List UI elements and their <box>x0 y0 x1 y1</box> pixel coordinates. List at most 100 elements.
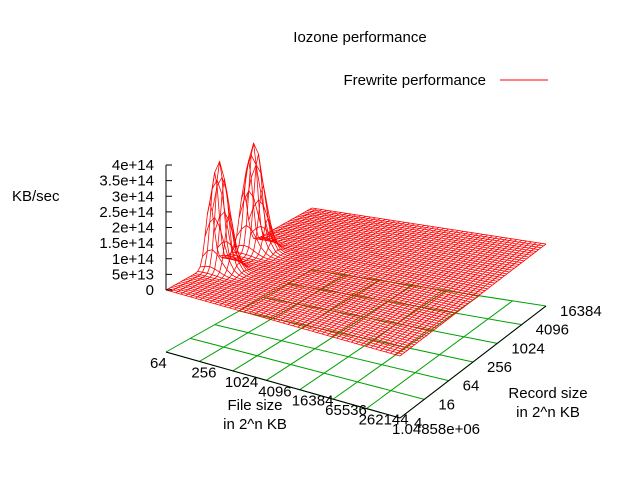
surface-line-record <box>307 210 542 249</box>
grid-line-record <box>190 337 425 400</box>
surface-line-record <box>178 282 413 348</box>
surface-line-record <box>207 178 442 325</box>
surface-line-record <box>270 230 505 277</box>
surface-line-record <box>204 216 439 327</box>
surface-line-record <box>233 244 469 305</box>
surface-line-record <box>221 257 457 314</box>
z-tick-label: 4e+14 <box>112 157 154 174</box>
surface-mesh <box>165 142 547 357</box>
surface-line-record <box>290 219 525 262</box>
z-tick-label: 2.5e+14 <box>99 204 154 221</box>
surface-line-record <box>224 256 459 312</box>
surface-line-record <box>260 236 495 284</box>
y-tick-label: 4096 <box>536 322 569 339</box>
surface-line-record <box>309 209 544 247</box>
surface-line-record <box>185 278 420 342</box>
surface-line-record <box>255 238 491 288</box>
surface-line-record <box>241 153 476 299</box>
surface-line-record <box>311 207 547 245</box>
surface-line-record <box>277 226 512 271</box>
surface-line-record <box>299 214 534 254</box>
surface-line-record <box>173 285 408 351</box>
surface-line-record <box>231 251 466 306</box>
y-tick-label: 16384 <box>560 303 602 320</box>
x-tick-label: 16384 <box>292 393 334 410</box>
y-axis-label-line1: Record size <box>508 385 587 402</box>
surface-line-record <box>182 280 418 344</box>
surface-line-record <box>297 215 532 256</box>
x-tick-label: 64 <box>150 355 167 372</box>
surface-line-record <box>287 221 522 264</box>
surface-line-record <box>168 288 403 355</box>
surface-line-record <box>211 176 447 321</box>
surface-line-record <box>273 229 508 275</box>
surface-line-record <box>200 265 435 331</box>
y-axis-label-line2: in 2^n KB <box>516 404 580 421</box>
surface-line-record <box>243 142 478 297</box>
surface-line-record <box>304 211 539 250</box>
surface-line-record <box>302 213 537 252</box>
surface-line-record <box>214 211 449 320</box>
surface-line-record <box>294 217 530 258</box>
grid-line-record <box>214 324 449 382</box>
surface-line-record <box>292 218 527 260</box>
surface-line-record <box>250 225 486 292</box>
surface-line-record <box>202 249 437 329</box>
z-tick-label: 3.5e+14 <box>99 173 154 190</box>
surface-line-record <box>165 289 401 357</box>
surface-line-record <box>268 232 503 278</box>
surface-line-record <box>190 275 425 338</box>
surface-line-record <box>180 281 415 346</box>
x-tick-label: 256 <box>191 364 216 381</box>
y-tick-label: 1024 <box>511 340 544 357</box>
z-tick-label: 1e+14 <box>112 251 154 268</box>
surface-line-record <box>197 271 432 333</box>
surface-line-record <box>258 237 493 286</box>
surface-line-record <box>248 199 483 293</box>
x-axis-label-line2: in 2^n KB <box>223 416 287 433</box>
surface-line-record <box>265 233 500 280</box>
z-tick-label: 5e+13 <box>112 266 154 283</box>
x-axis-line <box>165 351 401 419</box>
surface-line-record <box>175 284 410 349</box>
z-tick-label: 3e+14 <box>112 188 154 205</box>
x-tick-label: 1.04858e+06 <box>392 421 480 438</box>
surface-line-record <box>226 255 461 310</box>
surface-line-record <box>285 222 520 265</box>
x-tick-label: 1024 <box>225 374 258 391</box>
y-tick-label: 64 <box>463 378 480 395</box>
y-tick-label: 256 <box>487 359 512 376</box>
surface-line-file <box>180 153 327 295</box>
surface-line-record <box>238 190 474 301</box>
x-tick-label: 262144 <box>359 412 409 429</box>
grid-line-record <box>263 296 498 344</box>
surface-line-record <box>253 237 488 290</box>
x-tick-label: 4096 <box>258 383 291 400</box>
x-axis-label-line1: File size <box>227 397 282 414</box>
z-tick-label: 1.5e+14 <box>99 235 154 252</box>
y-tick-label: 16 <box>438 396 455 413</box>
z-axis: 05e+131e+141.5e+142e+142.5e+143e+143.5e+… <box>99 157 172 299</box>
x-tick-label: 65536 <box>325 402 367 419</box>
surface-line-record <box>195 273 430 334</box>
z-tick-label: 2e+14 <box>112 220 154 237</box>
chart-title: Iozone performance <box>293 29 426 46</box>
y-axis-line <box>399 305 547 419</box>
surface-line-record <box>280 225 515 269</box>
z-axis-label: KB/sec <box>12 188 60 205</box>
surface-line-record <box>170 286 406 353</box>
surface-line-record <box>219 254 454 316</box>
surface-line-record <box>192 274 427 336</box>
legend-label: Frewrite performance <box>343 72 486 89</box>
surface-line-record <box>236 224 471 303</box>
grid-line-record <box>287 283 522 326</box>
surface-line-record <box>245 163 481 295</box>
surface-line-record <box>263 234 498 282</box>
surface-line-record <box>275 228 510 273</box>
z-tick-label: 0 <box>146 282 154 299</box>
surface-line-record <box>187 277 423 340</box>
surface-line-record <box>229 253 464 308</box>
